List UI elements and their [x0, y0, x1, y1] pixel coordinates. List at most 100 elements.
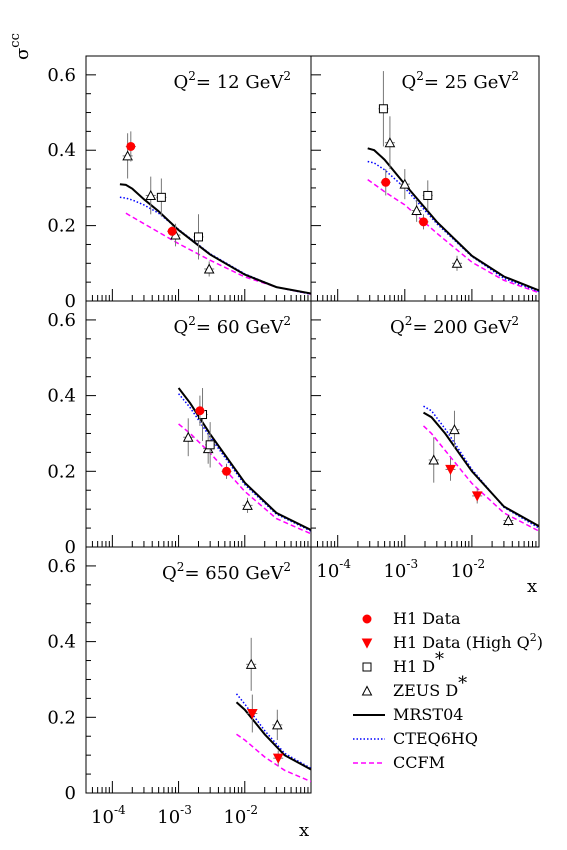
legend-entry-cteq: CTEQ6HQ [353, 729, 478, 748]
curves [119, 183, 311, 295]
x-tick-label: 10-4 [316, 557, 351, 582]
panel-q2-label: Q2= 25 GeV2 [401, 69, 519, 93]
zeus-point [451, 257, 463, 268]
ccfm-curve [178, 423, 311, 535]
curves [422, 405, 539, 532]
h1-point [419, 217, 429, 227]
y-tick-label: 0 [65, 783, 76, 804]
cteq-curve [235, 693, 311, 770]
mrst-curve [119, 183, 311, 295]
x-tick-label: 10-2 [223, 803, 258, 828]
legend-h1dstar-label: H1 D* [393, 649, 444, 676]
panel-1: 0 0.2 0.4 0.6 Q2= 12 GeV2 [47, 55, 312, 312]
panels-layer: 00.20.40.6 Q2= 12 GeV2 Q2= 25 GeV200.20.40… [47, 55, 540, 828]
y-axis-label: σcc [8, 33, 33, 60]
panel-q2-label: Q2= 650 GeV2 [162, 560, 291, 584]
cteq-curve [367, 160, 539, 293]
ccfm-curve [125, 212, 311, 295]
h1-point [195, 406, 205, 416]
zeus-point [411, 204, 422, 216]
legend-h1high-label: H1 Data (High Q2) [393, 631, 543, 652]
legend: H1 Data H1 Data (High Q2)H1 D*ZEUS D* MRST… [353, 609, 543, 772]
panel-q2-label: Q2= 12 GeV2 [173, 69, 291, 93]
y-tick-label: 0.2 [47, 461, 76, 482]
legend-entry-h1high: H1 Data (High Q2) [361, 631, 543, 652]
zeus-point [503, 514, 514, 526]
legend-cteq-label: CTEQ6HQ [393, 729, 478, 748]
y-tick-label: 0.4 [47, 386, 76, 407]
x-tick-label: 10-4 [91, 803, 126, 828]
y-tick-label: 0.4 [47, 140, 76, 161]
legend-entry-h1: H1 Data [362, 609, 461, 628]
h1-point [167, 226, 177, 236]
axis-labels: σcc x x [8, 33, 537, 841]
y-axis-label-main: σ [12, 48, 33, 60]
ccfm-curve [367, 178, 539, 294]
zeus-point [182, 431, 194, 442]
zeus-point [428, 454, 440, 465]
zeus-point [399, 178, 411, 189]
legend-ccfm-label: CCFM [393, 753, 445, 772]
cteq-curve [119, 196, 311, 295]
mrst-curve [235, 701, 311, 771]
h1-point [222, 466, 232, 476]
x-axis-label-right: x [527, 576, 537, 597]
y-tick-label: 0.2 [47, 216, 76, 237]
panel-q2-label: Q2= 60 GeV2 [173, 314, 291, 338]
legend-entry-h1dstar: H1 D* [362, 649, 444, 676]
curves [235, 693, 311, 783]
panel-2: Q2= 25 GeV2 [310, 55, 540, 302]
mrst-curve [177, 387, 311, 531]
legend-zeus-marker [361, 685, 373, 696]
mrst-curve [367, 147, 539, 292]
h1dstar-point [423, 190, 433, 200]
panel-3: 0 0.2 0.4 0.6 Q2= 60 GeV2 [47, 300, 312, 558]
legend-entry-zeus: ZEUS D* [361, 673, 467, 700]
legend-mrst-label: MRST04 [393, 705, 463, 724]
legend-entry-mrst: MRST04 [353, 705, 463, 724]
h1-point [126, 141, 136, 151]
cteq-curve [178, 393, 311, 532]
zeus-point [203, 263, 215, 274]
legend-h1-label: H1 Data [393, 609, 461, 628]
legend-h1-marker [362, 614, 372, 624]
y-axis-label-sup: cc [8, 33, 23, 48]
legend-zeus-label: ZEUS D* [393, 673, 467, 700]
y-tick-label: 0 [65, 291, 76, 312]
zeus-point [271, 719, 283, 730]
y-tick-label: 0.2 [47, 707, 76, 728]
ccfm-curve [236, 733, 311, 783]
h1dstar-point [194, 232, 203, 242]
h1high-point [246, 709, 258, 720]
panel-5: 0 0.2 0.4 0.6 10-4 10-3 10-2 Q2= 650 GeV2 [47, 546, 312, 828]
h1dstar-point [205, 440, 215, 450]
h1high-point [471, 491, 483, 502]
zeus-point [245, 658, 257, 669]
y-tick-label: 0.6 [47, 310, 76, 331]
curves [367, 147, 539, 294]
panel-4: 10-4 10-3 10-2 Q2= 200 GeV2 [310, 300, 540, 582]
x-axis-label-bottom: x [299, 820, 309, 841]
legend-h1dstar-marker [362, 662, 372, 672]
h1-point [381, 177, 391, 187]
h1dstar-point [156, 192, 166, 202]
zeus-point [242, 499, 253, 510]
panel-q2-label: Q2= 200 GeV2 [390, 314, 519, 338]
zeus-point [449, 424, 460, 435]
y-tick-label: 0.6 [47, 556, 76, 577]
y-tick-label: 0 [65, 537, 76, 558]
h1high-point [445, 464, 456, 475]
zeus-point [145, 189, 157, 200]
legend-entry-ccfm: CCFM [353, 753, 445, 772]
y-tick-label: 0.6 [47, 65, 76, 86]
h1dstar-point [378, 104, 388, 114]
h1high-point [272, 753, 284, 764]
legend-h1high-marker [361, 638, 373, 649]
zeus-point [384, 137, 396, 148]
zeus-point [122, 150, 133, 161]
y-tick-label: 0.4 [47, 632, 76, 653]
x-tick-label: 10-2 [451, 557, 486, 582]
x-tick-label: 10-3 [157, 803, 192, 828]
ccfm-curve [422, 425, 539, 532]
